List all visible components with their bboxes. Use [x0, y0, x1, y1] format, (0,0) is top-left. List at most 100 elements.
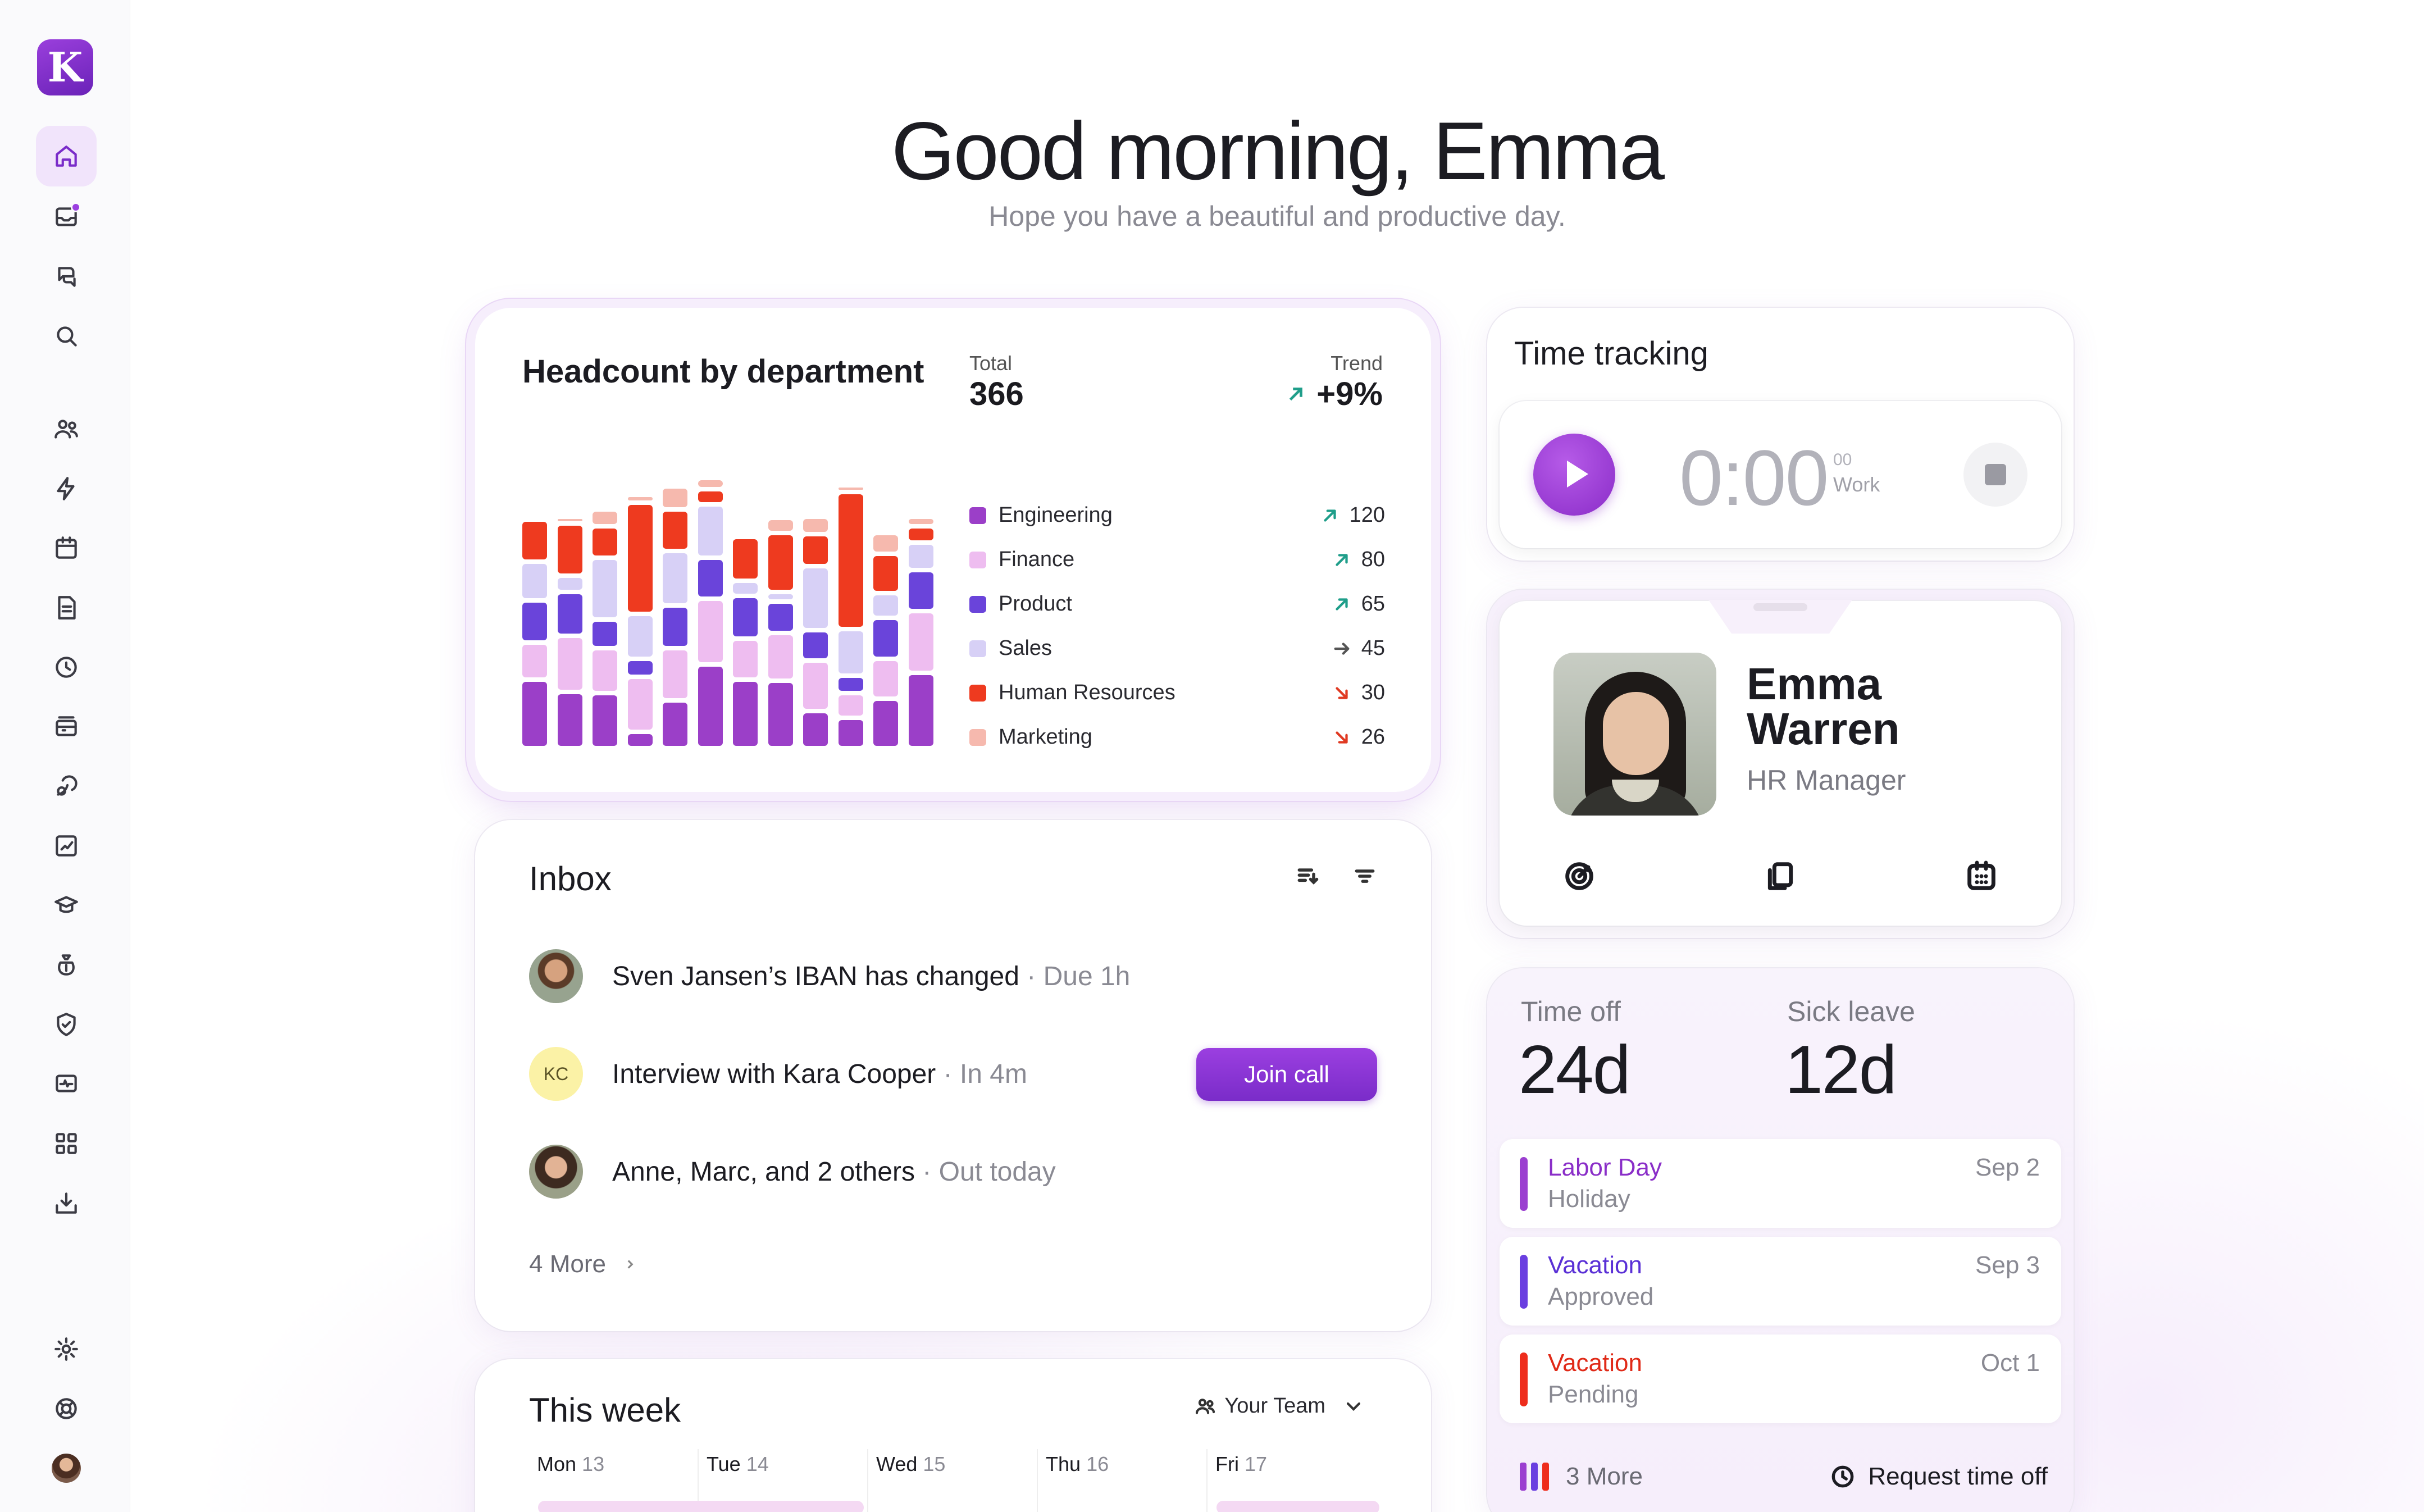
legend-value: 30	[1332, 681, 1385, 705]
team-selector[interactable]: Your Team	[1194, 1394, 1365, 1418]
nav-people[interactable]	[36, 399, 97, 459]
trend-value: +9%	[1285, 375, 1383, 413]
chat-icon	[58, 267, 76, 287]
chart-bar-segment	[838, 494, 863, 627]
play-button[interactable]	[1533, 434, 1615, 516]
nav-benefits[interactable]	[36, 756, 97, 817]
request-time-off-button[interactable]: Request time off	[1829, 1463, 2048, 1491]
chart-bar-segment	[522, 602, 547, 641]
nav-automations[interactable]	[36, 458, 97, 519]
benefits-icon	[57, 775, 78, 796]
profile-photo	[1553, 653, 1716, 816]
chart-bar-segment	[663, 608, 687, 646]
legend-label: Marketing	[999, 725, 1092, 749]
nav-compliance[interactable]	[36, 994, 97, 1055]
chart-bar	[908, 514, 933, 746]
chart-bar-segment	[698, 506, 723, 555]
copy-documents-icon[interactable]	[1762, 858, 1798, 894]
chart-bar-segment	[593, 528, 617, 555]
target-icon[interactable]	[1561, 858, 1597, 894]
week-event[interactable]	[538, 1501, 864, 1512]
chart-bar-segment	[768, 635, 793, 679]
inbox-item[interactable]: Sven Jansen’s IBAN has changed · Due 1h	[529, 948, 1377, 1004]
filter-icon[interactable]	[1352, 864, 1377, 889]
inbox-item-meta: · Out today	[914, 1156, 1056, 1187]
legend-item[interactable]: Human Resources 30	[969, 671, 1385, 715]
time-off-item-date: Sep 3	[1975, 1251, 2040, 1279]
day-column[interactable]: Tue 14	[699, 1449, 868, 1512]
chart-bar-segment	[873, 620, 898, 657]
nav-calendar[interactable]	[36, 518, 97, 579]
week-event[interactable]	[1216, 1501, 1379, 1512]
time-off-more-label: 3 More	[1566, 1463, 1643, 1490]
chart-bar-segment	[873, 555, 898, 591]
chart-bar-segment	[557, 518, 582, 521]
download-icon	[56, 1192, 77, 1214]
nav-profile[interactable]	[36, 1438, 97, 1499]
nav-compensation[interactable]	[36, 935, 97, 995]
time-off-item-name: Vacation	[1548, 1251, 1642, 1279]
legend-item[interactable]: Engineering 120	[969, 493, 1385, 538]
nav-search[interactable]	[36, 306, 97, 366]
inbox-item[interactable]: KC Interview with Kara Cooper · In 4m Jo…	[529, 1046, 1377, 1102]
nav-time[interactable]	[36, 637, 97, 698]
inbox-item-title: Interview with Kara Cooper	[612, 1059, 936, 1089]
trend-flat-icon	[1334, 642, 1350, 655]
nav-wellbeing[interactable]	[36, 1054, 97, 1114]
join-call-button[interactable]: Join call	[1196, 1048, 1377, 1101]
sort-icon[interactable]	[1295, 864, 1320, 889]
legend-swatch	[969, 507, 986, 524]
inbox-item[interactable]: Anne, Marc, and 2 others · Out today	[529, 1144, 1377, 1200]
search-icon	[57, 326, 77, 347]
time-off-item-date: Oct 1	[1980, 1349, 2040, 1377]
day-column[interactable]: Wed 15	[868, 1449, 1038, 1512]
chart-bar-segment	[873, 701, 898, 746]
time-tracking-title: Time tracking	[1514, 335, 1708, 372]
chart-bar	[522, 513, 547, 746]
nav-help[interactable]	[36, 1378, 97, 1439]
chart-bar-segment	[768, 520, 793, 531]
legend-item[interactable]: Sales 45	[969, 626, 1385, 671]
chart-bar-segment	[908, 528, 933, 541]
day-column[interactable]: Thu 16	[1038, 1449, 1208, 1512]
legend-item[interactable]: Product 65	[969, 582, 1385, 626]
day-name: Fri	[1215, 1452, 1239, 1475]
legend-item[interactable]: Finance 80	[969, 538, 1385, 582]
calendar-dots-icon[interactable]	[1963, 858, 1999, 894]
day-column[interactable]: Mon 13	[529, 1449, 699, 1512]
nav-home[interactable]	[36, 126, 97, 186]
calendar-icon	[56, 536, 77, 559]
nav-settings[interactable]	[36, 1319, 97, 1379]
app-logo[interactable]: K	[37, 39, 93, 95]
nav-apps[interactable]	[36, 1113, 97, 1174]
stop-button[interactable]	[1963, 443, 2027, 507]
trend-label: Trend	[1331, 352, 1383, 375]
day-column[interactable]: Fri 17	[1208, 1449, 1377, 1512]
chart-bar	[557, 514, 582, 746]
time-off-item[interactable]: Vacation Pending Oct 1	[1500, 1335, 2061, 1423]
nav-performance[interactable]	[36, 816, 97, 876]
nav-documents[interactable]	[36, 577, 97, 638]
chart-bar	[873, 531, 898, 746]
timer-label: Work	[1833, 473, 1880, 496]
team-selector-label: Your Team	[1224, 1394, 1325, 1418]
nav-payroll[interactable]	[36, 696, 97, 757]
time-off-item-date: Sep 2	[1975, 1154, 2040, 1181]
nav-learning[interactable]	[36, 875, 97, 936]
profile-panel: Emma Warren HR Manager	[1500, 600, 2061, 926]
time-off-item[interactable]: Labor Day Holiday Sep 2	[1500, 1139, 2061, 1228]
nav-downloads[interactable]	[36, 1173, 97, 1233]
nav-chat[interactable]	[36, 246, 97, 307]
inbox-more-link[interactable]: 4 More	[529, 1250, 637, 1278]
nav-inbox[interactable]	[36, 186, 97, 247]
chart-bar-segment	[768, 594, 793, 599]
time-off-item[interactable]: Vacation Approved Sep 3	[1500, 1237, 2061, 1326]
drag-handle[interactable]	[1753, 603, 1807, 611]
trend-up-icon	[1336, 598, 1348, 611]
time-off-footer: 3 More Request time off	[1520, 1463, 2048, 1491]
chart-bar-segment	[908, 545, 933, 568]
total-value: 366	[969, 376, 1024, 412]
headcount-card[interactable]: Headcount by department Total 366 Trend …	[475, 308, 1431, 792]
legend-item[interactable]: Marketing 26	[969, 715, 1385, 759]
time-off-more-link[interactable]: 3 More	[1520, 1463, 1643, 1491]
